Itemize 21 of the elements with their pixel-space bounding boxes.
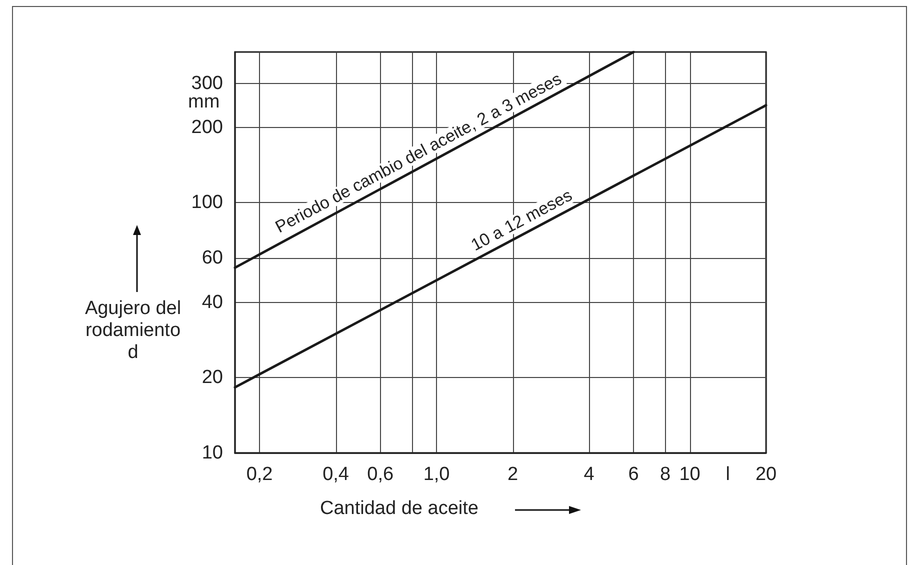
x-tick-label: 0,2 bbox=[246, 464, 273, 485]
x-tick-label: 0,4 bbox=[322, 464, 350, 485]
x-axis-title: Cantidad de aceite bbox=[320, 498, 478, 520]
y-tick-label: 200 bbox=[191, 116, 223, 138]
x-tick-label: 1,0 bbox=[423, 464, 450, 485]
y-tick-label: 100 bbox=[191, 192, 223, 214]
y-tick-label: 60 bbox=[202, 248, 223, 269]
y-tick-label: 300 bbox=[191, 72, 223, 94]
x-tick-label: 2 bbox=[507, 464, 518, 485]
y-axis-title: Agujero del rodamiento d bbox=[84, 298, 182, 364]
x-tick-label: 8 bbox=[660, 464, 671, 485]
x-tick-label: 10 bbox=[679, 464, 700, 485]
text: l bbox=[726, 464, 730, 485]
y-tick-label: 10 bbox=[202, 442, 223, 464]
y-tick-label: 40 bbox=[202, 292, 223, 313]
x-tick-label: 20 bbox=[755, 464, 777, 485]
x-tick-label: 4 bbox=[584, 464, 595, 485]
x-tick-label: 0,6 bbox=[367, 464, 394, 485]
text: mm bbox=[188, 91, 220, 112]
x-tick-label: 6 bbox=[628, 464, 639, 485]
y-tick-label: 20 bbox=[202, 367, 223, 388]
